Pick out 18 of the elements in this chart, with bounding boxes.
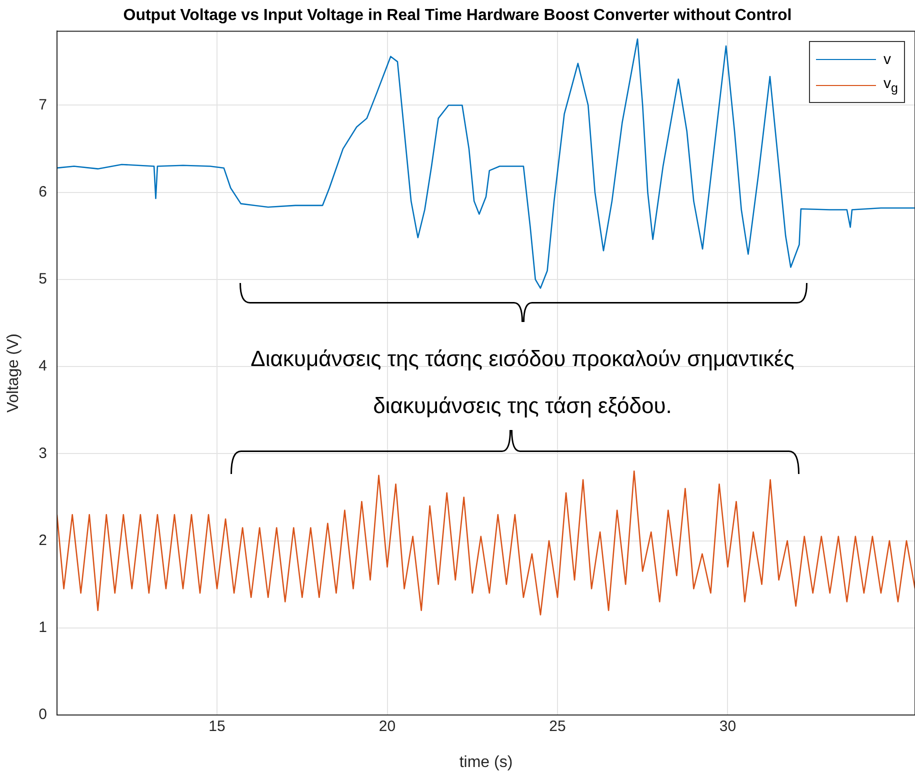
legend-label: v$_{g}$	[884, 75, 898, 96]
x-tick-label: 15	[208, 718, 226, 736]
y-tick-label: 7	[38, 96, 47, 114]
legend-label: v	[884, 50, 892, 68]
annotation: Διακυμάνσεις της τάσης εισόδου προκαλούν σημαντικές διακυμάνσεις της τάση εξόδου.	[250, 345, 795, 420]
y-tick-label: 6	[38, 183, 47, 200]
y-tick-label: 0	[38, 706, 47, 724]
y-tick-label: 3	[38, 444, 47, 462]
x-tick-label: 20	[378, 718, 396, 736]
x-tick-label: 30	[719, 718, 736, 736]
x-axis-title: time (s)	[459, 754, 513, 771]
x-tick-label: 25	[549, 718, 566, 736]
y-tick-label: 5	[38, 270, 47, 288]
y-tick-label: 4	[38, 358, 47, 375]
y-axis-title: Voltage (V)	[5, 334, 22, 413]
y-tick-label: 1	[38, 619, 47, 636]
y-tick-label: 2	[38, 532, 47, 549]
chart-title: Output Voltage vs Input Voltage in Real Time Hardware Boost Converter without Control	[123, 7, 792, 24]
